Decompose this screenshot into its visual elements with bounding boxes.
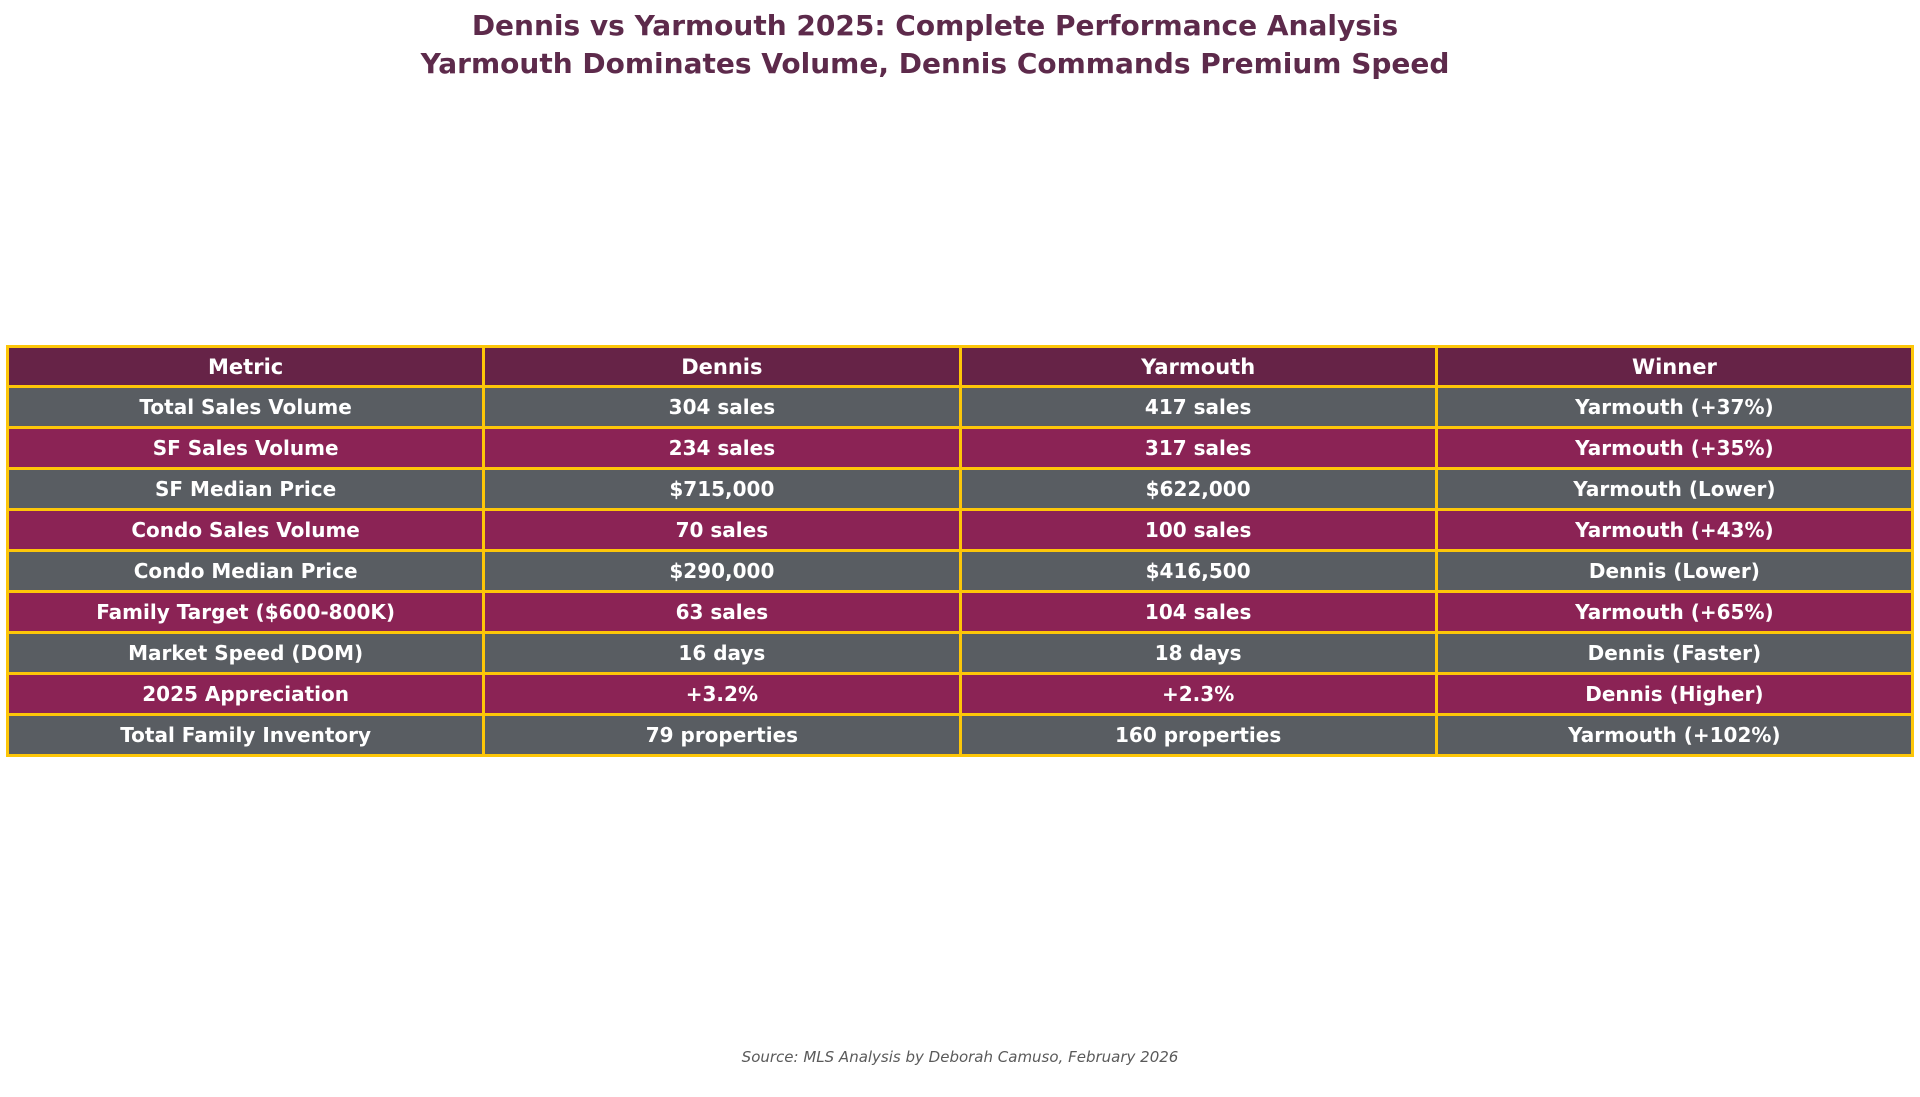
metric-cell: SF Median Price — [5, 467, 486, 511]
dennis-value-cell: 79 properties — [482, 713, 962, 757]
yarmouth-value-cell: 317 sales — [958, 426, 1438, 470]
winner-cell: Yarmouth (+43%) — [1434, 508, 1915, 552]
winner-cell: Yarmouth (+65%) — [1434, 590, 1915, 634]
dennis-value-cell: +3.2% — [482, 672, 962, 716]
table-row: Condo Median Price $290,000 $416,500 Dennis… — [5, 549, 1915, 593]
source-caption: Source: MLS Analysis by Deborah Camuso, … — [741, 1048, 1179, 1066]
page-title: Dennis vs Yarmouth 2025: Complete Perfor… — [0, 7, 1870, 83]
title-line-1: Dennis vs Yarmouth 2025: Complete Perfor… — [471, 9, 1399, 42]
winner-cell: Dennis (Higher) — [1434, 672, 1915, 716]
col-header-winner: Winner — [1434, 345, 1915, 388]
yarmouth-value-cell: $416,500 — [958, 549, 1438, 593]
metric-cell: Total Family Inventory — [5, 713, 486, 757]
metric-cell: Family Target ($600-800K) — [5, 590, 486, 634]
metric-cell: Condo Sales Volume — [5, 508, 486, 552]
dennis-value-cell: 63 sales — [482, 590, 962, 634]
table-row: 2025 Appreciation +3.2% +2.3% Dennis (Highe… — [5, 672, 1915, 716]
table-row: Total Sales Volume 304 sales 417 sales Yarm… — [5, 385, 1915, 429]
table-row: Family Target ($600-800K) 63 sales 104 sal… — [5, 590, 1915, 634]
comparison-table: Metric Dennis Yarmouth Winner Total Sale… — [5, 345, 1915, 757]
dennis-value-cell: $290,000 — [482, 549, 962, 593]
dennis-value-cell: 16 days — [482, 631, 962, 675]
dennis-value-cell: 70 sales — [482, 508, 962, 552]
metric-cell: SF Sales Volume — [5, 426, 486, 470]
winner-cell: Dennis (Faster) — [1434, 631, 1915, 675]
table-row: Condo Sales Volume 70 sales 100 sales Yarmo… — [5, 508, 1915, 552]
table-row: Total Family Inventory 79 properties 160 p… — [5, 713, 1915, 757]
winner-cell: Yarmouth (+37%) — [1434, 385, 1915, 429]
metric-cell: 2025 Appreciation — [5, 672, 486, 716]
metric-cell: Condo Median Price — [5, 549, 486, 593]
winner-cell: Yarmouth (Lower) — [1434, 467, 1915, 511]
table-row: SF Median Price $715,000 $622,000 Yarmouth … — [5, 467, 1915, 511]
winner-cell: Yarmouth (+35%) — [1434, 426, 1915, 470]
winner-cell: Dennis (Lower) — [1434, 549, 1915, 593]
dennis-value-cell: $715,000 — [482, 467, 962, 511]
col-header-dennis: Dennis — [482, 345, 962, 388]
title-line-2: Yarmouth Dominates Volume, Dennis Comman… — [420, 47, 1450, 80]
metric-cell: Total Sales Volume — [5, 385, 486, 429]
dennis-value-cell: 304 sales — [482, 385, 962, 429]
yarmouth-value-cell: $622,000 — [958, 467, 1438, 511]
winner-cell: Yarmouth (+102%) — [1434, 713, 1915, 757]
table-row: Market Speed (DOM) 16 days 18 days Dennis (… — [5, 631, 1915, 675]
yarmouth-value-cell: 104 sales — [958, 590, 1438, 634]
yarmouth-value-cell: +2.3% — [958, 672, 1438, 716]
yarmouth-value-cell: 160 properties — [958, 713, 1438, 757]
dennis-value-cell: 234 sales — [482, 426, 962, 470]
header-row: Metric Dennis Yarmouth Winner — [5, 345, 1915, 388]
yarmouth-value-cell: 417 sales — [958, 385, 1438, 429]
table-row: SF Sales Volume 234 sales 317 sales Yarmout… — [5, 426, 1915, 470]
metric-cell: Market Speed (DOM) — [5, 631, 486, 675]
col-header-metric: Metric — [5, 345, 486, 388]
yarmouth-value-cell: 100 sales — [958, 508, 1438, 552]
col-header-yarmouth: Yarmouth — [958, 345, 1438, 388]
yarmouth-value-cell: 18 days — [958, 631, 1438, 675]
